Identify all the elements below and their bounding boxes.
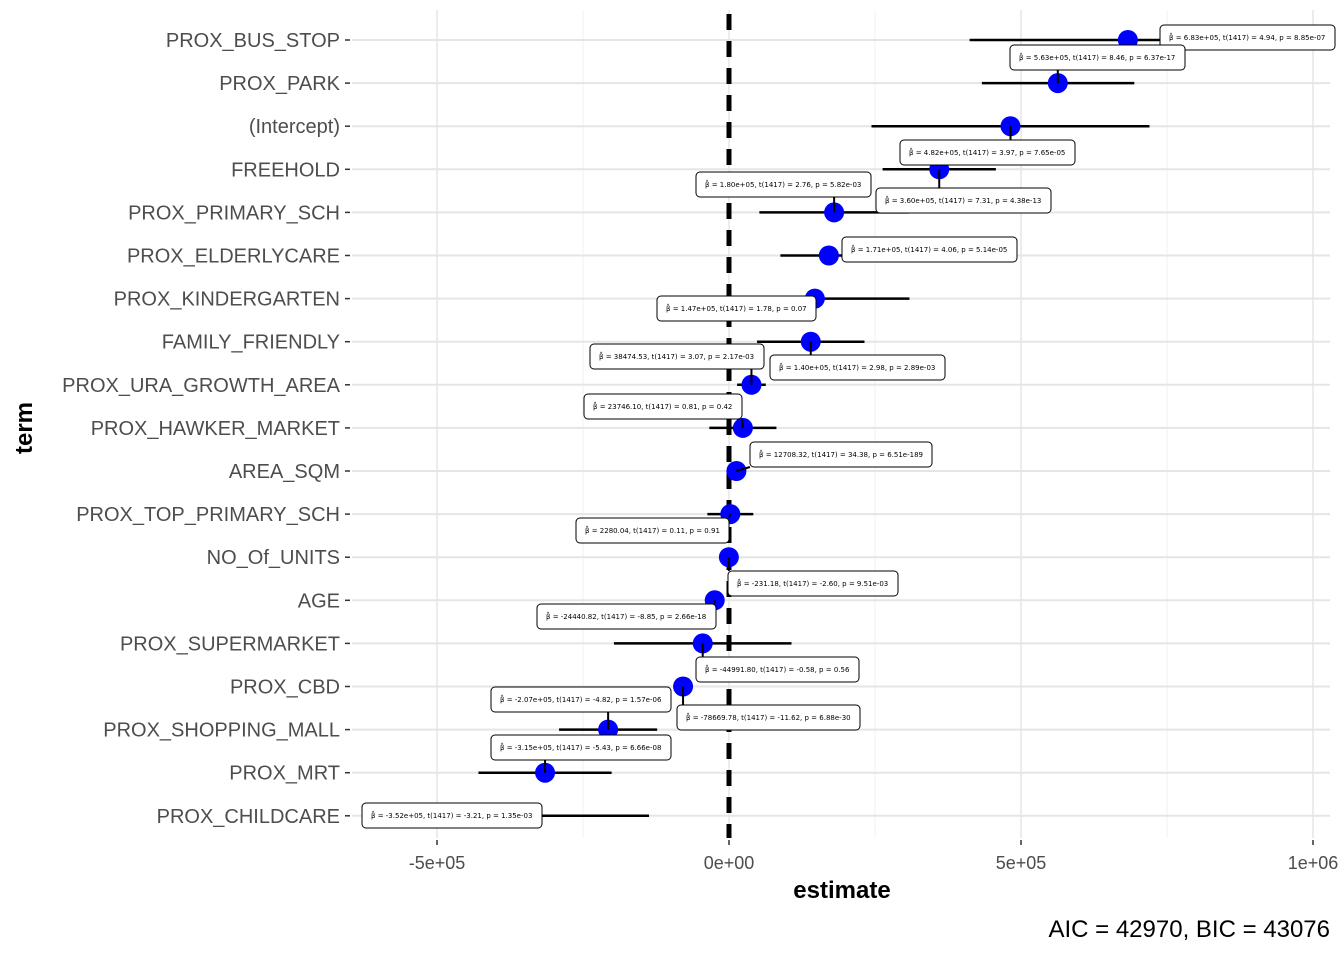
estimate-label: β̂ = -44991.80, t(1417) = -0.58, p = 0.5… — [695, 643, 860, 683]
estimate-label-box — [695, 171, 872, 198]
estimate-label-box — [490, 686, 672, 713]
label-connector — [728, 513, 732, 519]
estimate-label-text: β̂ = 4.82e+05, t(1417) = 3.97, p = 7.65e… — [909, 148, 1065, 157]
y-tick-label: PROX_MRT — [229, 763, 340, 785]
estimate-label-box — [656, 295, 817, 322]
estimate-label-text: β̂ = -24440.82, t(1417) = -8.85, p = 2.6… — [546, 612, 706, 621]
y-tick-label: AGE — [298, 590, 340, 612]
estimate-label-box — [589, 343, 765, 370]
estimate-label: β̂ = 1.47e+05, t(1417) = 1.78, p = 0.07 — [656, 295, 817, 322]
y-tick-label: FREEHOLD — [231, 159, 340, 181]
x-axis-title: estimate — [793, 877, 890, 904]
estimate-label-box — [536, 603, 717, 630]
estimate-point — [818, 245, 839, 266]
estimate-label: β̂ = 12708.32, t(1417) = 34.38, p = 6.51… — [736, 441, 933, 472]
model-fit-caption: AIC = 42970, BIC = 43076 — [1048, 916, 1330, 943]
estimate-label-text: β̂ = 5.63e+05, t(1417) = 8.46, p = 6.37e… — [1019, 53, 1175, 62]
estimate-label-box — [490, 734, 672, 761]
x-axis-ticks: -5e+05 0e+00 5e+05 1e+06 — [409, 840, 1339, 873]
estimate-label-box — [575, 517, 730, 544]
y-tick-label: PROX_KINDERGARTEN — [114, 289, 340, 311]
y-tick-label: PROX_SUPERMARKET — [120, 633, 340, 655]
estimate-label: β̂ = -3.15e+05, t(1417) = -5.43, p = 6.6… — [490, 734, 672, 773]
y-tick-label: PROX_BUS_STOP — [166, 30, 340, 52]
estimate-label: β̂ = 38474.53, t(1417) = 3.07, p = 2.17e… — [589, 343, 765, 385]
estimate-label: β̂ = -2.07e+05, t(1417) = -4.82, p = 1.5… — [490, 686, 672, 730]
estimate-label-text: β̂ = -44991.80, t(1417) = -0.58, p = 0.5… — [705, 665, 850, 674]
label-connector — [741, 418, 744, 428]
y-axis-title: term — [11, 402, 38, 454]
estimate-label-box — [1159, 24, 1336, 51]
y-tick-label: FAMILY_FRIENDLY — [162, 332, 340, 354]
y-tick-label: PROX_URA_GROWTH_AREA — [62, 375, 340, 397]
estimate-label-box — [899, 139, 1076, 166]
estimate-label: β̂ = 1.71e+05, t(1417) = 4.06, p = 5.14e… — [841, 236, 1018, 263]
estimate-label-box — [361, 802, 543, 829]
estimate-label-text: β̂ = -231.18, t(1417) = -2.60, p = 9.51e… — [737, 579, 888, 588]
y-tick-label: PROX_SHOPPING_MALL — [103, 720, 340, 742]
y-tick-label: NO_Of_UNITS — [207, 547, 340, 569]
x-tick-label: 0e+00 — [704, 853, 755, 873]
estimate-label: β̂ = 3.60e+05, t(1417) = 7.31, p = 4.38e… — [875, 169, 1052, 214]
estimate-label-box — [1009, 44, 1186, 71]
y-tick-label: PROX_CBD — [230, 677, 340, 699]
estimate-labels: β̂ = 6.83e+05, t(1417) = 4.94, p = 8.85e… — [361, 24, 1336, 829]
estimate-label-box — [841, 236, 1018, 263]
y-tick-label: PROX_HAWKER_MARKET — [91, 418, 340, 440]
estimate-label-text: β̂ = 2280.04, t(1417) = 0.11, p = 0.91 — [585, 526, 720, 535]
estimate-label-box — [875, 187, 1052, 214]
estimate-label-box — [695, 656, 860, 683]
estimate-label: β̂ = 23746.10, t(1417) = 0.81, p = 0.42 — [583, 393, 744, 428]
estimate-label: β̂ = 1.80e+05, t(1417) = 2.76, p = 5.82e… — [695, 171, 872, 213]
y-tick-label: PROX_PARK — [219, 73, 340, 95]
estimate-label: β̂ = 4.82e+05, t(1417) = 3.97, p = 7.65e… — [899, 126, 1076, 166]
estimate-label-text: β̂ = 1.80e+05, t(1417) = 2.76, p = 5.82e… — [705, 180, 861, 189]
estimate-label-text: β̂ = -3.15e+05, t(1417) = -5.43, p = 6.6… — [500, 743, 661, 752]
x-tick-label: -5e+05 — [409, 853, 466, 873]
y-tick-label: AREA_SQM — [229, 461, 340, 483]
estimate-label-box — [583, 393, 743, 420]
estimate-label-text: β̂ = 3.60e+05, t(1417) = 7.31, p = 4.38e… — [885, 196, 1041, 205]
estimate-label-text: β̂ = -3.52e+05, t(1417) = -3.21, p = 1.3… — [371, 811, 532, 820]
estimate-label-text: β̂ = 6.83e+05, t(1417) = 4.94, p = 8.85e… — [1169, 33, 1325, 42]
x-tick-label: 1e+06 — [1288, 853, 1339, 873]
y-tick-label: PROX_TOP_PRIMARY_SCH — [76, 504, 340, 526]
y-axis-ticks: PROX_BUS_STOP PROX_PARK (Intercept) FREEHOL… — [62, 30, 350, 828]
estimate-label: β̂ = 5.63e+05, t(1417) = 8.46, p = 6.37e… — [1009, 44, 1186, 84]
y-tick-label: PROX_CHILDCARE — [157, 806, 340, 828]
estimate-label-text: β̂ = 1.47e+05, t(1417) = 1.78, p = 0.07 — [666, 304, 807, 313]
estimate-label-text: β̂ = -78669.78, t(1417) = -11.62, p = 6.… — [686, 713, 851, 722]
estimate-label: β̂ = -24440.82, t(1417) = -8.85, p = 2.6… — [536, 600, 717, 630]
x-tick-label: 5e+05 — [996, 853, 1047, 873]
estimate-label: β̂ = -3.52e+05, t(1417) = -3.21, p = 1.3… — [361, 802, 543, 829]
estimate-label: β̂ = -78669.78, t(1417) = -11.62, p = 6.… — [676, 686, 861, 731]
estimate-label: β̂ = -231.18, t(1417) = -2.60, p = 9.51e… — [727, 557, 899, 597]
estimate-label-box — [727, 570, 899, 597]
estimate-label-box — [769, 354, 946, 381]
estimate-label: β̂ = 1.40e+05, t(1417) = 2.98, p = 2.89e… — [769, 341, 946, 381]
estimate-label: β̂ = 2280.04, t(1417) = 0.11, p = 0.91 — [575, 513, 732, 544]
y-tick-label: (Intercept) — [249, 116, 340, 138]
estimate-label-text: β̂ = 23746.10, t(1417) = 0.81, p = 0.42 — [593, 402, 732, 411]
estimate-label-text: β̂ = 1.40e+05, t(1417) = 2.98, p = 2.89e… — [779, 363, 935, 372]
label-connector — [736, 466, 751, 472]
estimate-label-text: β̂ = 1.71e+05, t(1417) = 4.06, p = 5.14e… — [851, 245, 1007, 254]
estimate-label-text: β̂ = 12708.32, t(1417) = 34.38, p = 6.51… — [759, 450, 923, 459]
estimate-label-text: β̂ = 38474.53, t(1417) = 3.07, p = 2.17e… — [599, 352, 754, 361]
estimate-label-box — [676, 704, 861, 731]
estimate-label-text: β̂ = -2.07e+05, t(1417) = -4.82, p = 1.5… — [500, 695, 662, 704]
y-tick-label: PROX_ELDERLYCARE — [127, 246, 340, 268]
estimate-label-box — [749, 441, 933, 468]
y-tick-label: PROX_PRIMARY_SCH — [128, 202, 340, 224]
estimate-label: β̂ = 6.83e+05, t(1417) = 4.94, p = 8.85e… — [1159, 24, 1336, 51]
